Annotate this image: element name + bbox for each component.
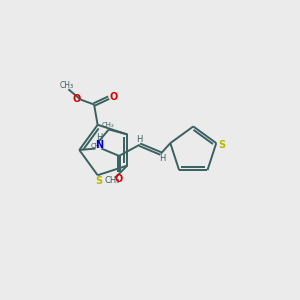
Text: H: H bbox=[159, 154, 166, 163]
Text: H: H bbox=[136, 135, 142, 144]
Text: O: O bbox=[109, 92, 117, 102]
Text: CH₃: CH₃ bbox=[60, 81, 74, 90]
Text: S: S bbox=[218, 140, 225, 150]
Text: CH₃: CH₃ bbox=[105, 176, 120, 185]
Text: O: O bbox=[73, 94, 81, 104]
Text: S: S bbox=[96, 176, 103, 185]
Text: O: O bbox=[115, 174, 123, 184]
Text: CH₃: CH₃ bbox=[91, 143, 103, 149]
Text: H: H bbox=[96, 133, 102, 142]
Text: CH₂: CH₂ bbox=[102, 122, 115, 128]
Text: N: N bbox=[95, 140, 103, 150]
